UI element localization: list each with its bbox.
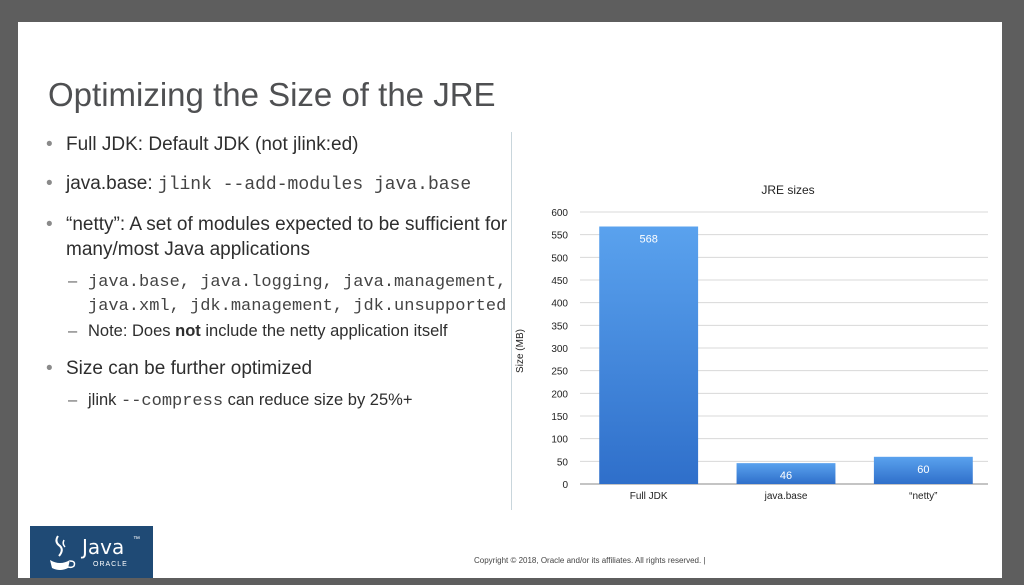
bullet-netty: • “netty”: A set of modules expected to … bbox=[46, 212, 516, 262]
java-logo-word: Java bbox=[82, 535, 125, 559]
dash-icon: – bbox=[68, 391, 78, 409]
y-tick-label: 600 bbox=[551, 208, 568, 219]
sub-bullet-compress: – jlink --compress can reduce size by 25… bbox=[46, 389, 516, 413]
bar-2 bbox=[873, 456, 973, 484]
dash-icon: – bbox=[68, 322, 78, 340]
y-tick-label: 400 bbox=[551, 299, 568, 310]
bullet-label: java.base: bbox=[66, 173, 158, 194]
jre-sizes-chart: JRE sizes Size (MB) 0 50 100 150 200 250 300 35… bbox=[515, 183, 988, 502]
bar-value-label: 46 bbox=[780, 470, 792, 482]
y-tick-label: 350 bbox=[551, 321, 568, 332]
copyright-text: Copyright © 2018, Oracle and/or its affi… bbox=[474, 556, 706, 565]
bullet-java-base: • java.base: jlink --add-modules java.ba… bbox=[46, 171, 516, 198]
y-tick-label: 250 bbox=[551, 367, 568, 378]
chart-labels: 568 Full JDK 46 java.base 60 “netty” bbox=[630, 234, 938, 502]
bullet-dot-icon: • bbox=[46, 134, 53, 155]
chart-y-ticks: 0 50 100 150 200 250 300 350 400 450 500 550 600 bbox=[551, 208, 568, 491]
y-tick-label: 500 bbox=[551, 253, 568, 264]
module-list: java.base, java.logging, java.management… bbox=[88, 273, 507, 316]
bullet-dot-icon: • bbox=[46, 358, 53, 379]
slide-title: Optimizing the Size of the JRE bbox=[48, 76, 496, 113]
y-tick-label: 0 bbox=[562, 480, 568, 491]
note-pre: Note: Does bbox=[88, 322, 176, 340]
chart-title: JRE sizes bbox=[761, 183, 814, 197]
y-tick-label: 550 bbox=[551, 231, 568, 242]
y-tick-label: 50 bbox=[557, 457, 569, 468]
java-cup-icon bbox=[50, 535, 76, 570]
chart-y-axis-label: Size (MB) bbox=[515, 329, 526, 373]
x-category-label: Full JDK bbox=[630, 491, 668, 502]
y-tick-label: 300 bbox=[551, 344, 568, 355]
dash-icon: – bbox=[68, 272, 78, 290]
java-logo-tm: ™ bbox=[133, 536, 140, 543]
y-tick-label: 200 bbox=[551, 389, 568, 400]
bar-0 bbox=[599, 226, 699, 485]
compress-pre: jlink bbox=[88, 391, 122, 409]
sub-bullet-note: – Note: Does not include the netty appli… bbox=[46, 320, 516, 342]
bullet-dot-icon: • bbox=[46, 173, 53, 194]
bullet-text: Full JDK: Default JDK (not jlink:ed) bbox=[66, 134, 359, 155]
bar-value-label: 568 bbox=[639, 234, 657, 246]
sub-bullet-modules: – java.base, java.logging, java.manageme… bbox=[46, 270, 516, 318]
bar-value-label: 60 bbox=[917, 464, 929, 476]
bullet-code: jlink --add-modules java.base bbox=[157, 175, 472, 195]
bullet-dot-icon: • bbox=[46, 214, 53, 235]
note-post: include the netty application itself bbox=[200, 322, 448, 340]
bullet-size-optimized: • Size can be further optimized bbox=[46, 356, 516, 381]
y-tick-label: 100 bbox=[551, 435, 568, 446]
note-bold: not bbox=[175, 322, 201, 340]
compress-code: --compress bbox=[121, 392, 224, 411]
bullet-text: Size can be further optimized bbox=[66, 358, 313, 379]
column-divider bbox=[511, 132, 512, 510]
y-tick-label: 450 bbox=[551, 276, 568, 287]
bullet-full-jdk: • Full JDK: Default JDK (not jlink:ed) bbox=[46, 132, 516, 157]
compress-post: can reduce size by 25%+ bbox=[223, 391, 413, 409]
java-logo: Java ™ ORACLE bbox=[30, 526, 153, 578]
bar-1 bbox=[736, 463, 836, 484]
x-category-label: java.base bbox=[764, 491, 808, 502]
bullet-text: “netty”: A set of modules expected to be… bbox=[66, 214, 508, 260]
x-category-label: “netty” bbox=[909, 491, 937, 502]
oracle-logo-text: ORACLE bbox=[93, 561, 128, 568]
chart-bars bbox=[599, 226, 973, 485]
bullet-list: • Full JDK: Default JDK (not jlink:ed) •… bbox=[46, 132, 516, 421]
y-tick-label: 150 bbox=[551, 412, 568, 423]
slide: Optimizing the Size of the JRE • Full JD… bbox=[18, 22, 1002, 578]
